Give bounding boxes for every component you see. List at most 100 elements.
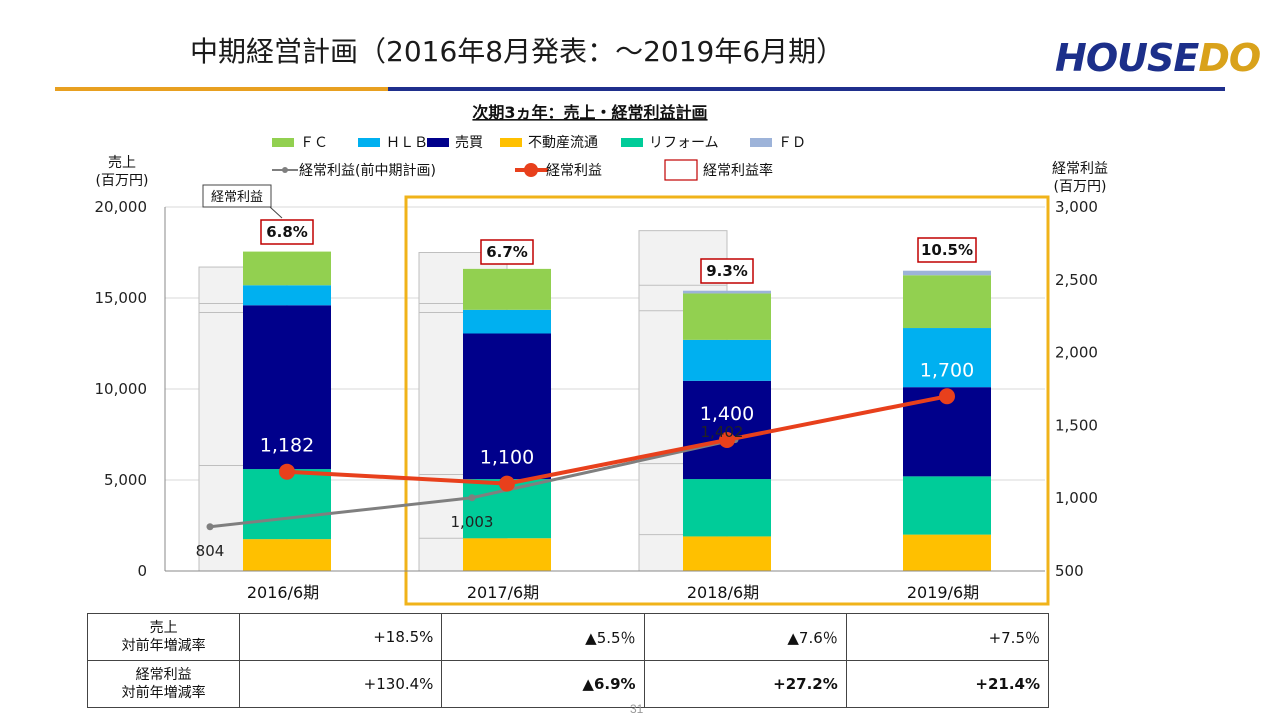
profit-plan-point — [468, 494, 476, 502]
row-header: 売上 対前年増減率 — [86, 613, 241, 661]
table-row: 経常利益 対前年増減率 +130.4% ▲6.9% +27.2% +21.4% — [86, 660, 1050, 708]
bar-HLB — [683, 339, 771, 381]
category-label: 2018/6期 — [687, 583, 759, 602]
legend-label-reform: リフォーム — [649, 135, 719, 151]
legend-swatch-FC — [272, 138, 294, 147]
right-tick-label: 3,000 — [1055, 198, 1098, 216]
profit-point — [939, 388, 955, 405]
row-header-line: 対前年増減率 — [121, 685, 206, 701]
legend-swatch-real_estate — [500, 138, 522, 147]
bar-reform — [683, 479, 771, 537]
bar-FC — [683, 293, 771, 340]
row-header: 経常利益対前年増減率 — [86, 660, 241, 708]
profit-lines — [206, 388, 955, 531]
page-title: 中期経営計画（2016年8月発表：～2019年6月期） — [190, 35, 845, 68]
margin-label: 6.7% — [486, 243, 528, 261]
right-tick-label: 2,500 — [1055, 271, 1098, 289]
legend-label-real_estate: 不動産流通 — [528, 135, 598, 151]
right-tick-label: 1,500 — [1055, 416, 1098, 434]
table-cell: ▲5.5％ — [441, 613, 645, 661]
bar-FC — [463, 268, 551, 310]
left-tick-label: 5,000 — [104, 471, 147, 489]
legend-plan-label: 経常利益(前中期計画) — [299, 162, 436, 179]
sales-profit-chart: 804 1,003 1,402 1,182 1,100 1,400 1,700 6.8% 6.7… — [95, 103, 1109, 606]
bar-real_estate — [243, 539, 331, 571]
margin-label: 6.8% — [266, 223, 308, 241]
margin-box — [260, 219, 314, 245]
category-label: 2019/6期 — [907, 583, 979, 602]
margin-label: 9.3% — [706, 262, 748, 280]
table-row: 売上 対前年増減率 +18.5% ▲5.5％ ▲7.6％ +7.5％ — [86, 613, 1050, 661]
profit-point — [719, 431, 735, 448]
margin-label: 10.5% — [921, 241, 973, 259]
profit-plan-label: 1,402 — [701, 423, 744, 441]
profit-plan-point — [206, 523, 214, 531]
bar-real_estate — [903, 534, 991, 571]
left-tick-label: 0 — [137, 562, 147, 580]
axes: 0 5,000 10,000 15,000 20,000 500 1,000 1,500 2,0… — [95, 155, 1109, 602]
logo-letters-do: DO — [1198, 36, 1261, 80]
row-header-line: 対前年増減率 — [121, 638, 206, 654]
title-rule-navy — [388, 87, 1225, 91]
legend-plan-marker — [282, 167, 288, 173]
bar-reform — [903, 476, 991, 535]
page-number: 31 — [630, 702, 644, 716]
legend-margin-swatch — [664, 159, 698, 181]
legend-label-sales: 売買 — [455, 135, 483, 151]
table-cell: +18.5% — [239, 613, 443, 661]
legend-swatch-FD — [750, 138, 772, 147]
profit-label: 1,182 — [260, 435, 314, 457]
growth-rate-table: 売上 対前年増減率 +18.5% ▲5.5％ ▲7.6％ +7.5％ 経常利益 対前年増減率 +… — [86, 613, 1050, 708]
bar-HLB — [463, 309, 551, 334]
table-cell: +21.4% — [845, 660, 1050, 708]
right-axis-title: (百万円) — [1054, 179, 1107, 195]
row-header-line: 経常利益 — [135, 667, 192, 683]
table-cell: +130.4% — [239, 660, 443, 708]
bar-sales — [683, 380, 771, 480]
profit-label: 1,400 — [700, 403, 754, 425]
left-tick-label: 20,000 — [95, 198, 148, 216]
legend: ＦＣ ＨＬＢ 売買 不動産流通 リフォーム ＦＤ 経常利益(前中期計画) 経常利益 経常利益率 — [272, 135, 806, 181]
left-tick-label: 10,000 — [95, 380, 148, 398]
profit-line — [286, 394, 948, 486]
bar-reform — [243, 469, 331, 540]
legend-swatch-sales — [427, 138, 449, 147]
bar-FD — [683, 290, 771, 294]
right-axis-title: 経常利益 — [1052, 161, 1108, 177]
bar-sales — [463, 333, 551, 480]
logo-letter-h: H — [1055, 36, 1087, 80]
table-cell: +27.2% — [643, 660, 847, 708]
table-cell: ▲6.9% — [441, 660, 645, 708]
logo-letters-ouse: OUSE — [1085, 36, 1199, 80]
housedo-logo: HOUSEDO — [1055, 36, 1261, 80]
bar-FD — [903, 270, 991, 276]
profit-plan-label: 804 — [196, 542, 225, 560]
legend-label-HLB: ＨＬＢ — [386, 135, 428, 151]
data-labels: 804 1,003 1,402 1,182 1,100 1,400 1,700 6.8% 6.7… — [196, 184, 977, 560]
profit-point — [279, 463, 295, 480]
left-axis-title: 売上 — [108, 155, 136, 171]
left-tick-label: 15,000 — [95, 289, 148, 307]
bar-FC — [903, 275, 991, 329]
bar-real_estate — [683, 536, 771, 571]
plan-highlight-frame — [404, 195, 1050, 606]
bar-sales — [243, 305, 331, 470]
category-label: 2017/6期 — [467, 583, 539, 602]
table-cell: +7.5％ — [845, 613, 1050, 661]
profit-plan-label: 1,003 — [451, 513, 494, 531]
margin-box — [480, 239, 534, 265]
right-tick-label: 500 — [1055, 562, 1084, 580]
callout-pointer — [269, 206, 283, 219]
profit-point — [499, 475, 515, 492]
legend-swatch-HLB — [358, 138, 380, 147]
legend-margin-label: 経常利益率 — [703, 162, 773, 179]
legend-label-FC: ＦＣ — [300, 135, 328, 151]
bar-FC — [243, 251, 331, 286]
bar-real_estate — [463, 538, 551, 571]
title-rule-orange — [55, 87, 388, 91]
chart-title: 次期3ヵ年：売上・経常利益計画 — [472, 103, 707, 122]
legend-label-FD: ＦＤ — [778, 135, 806, 151]
profit-label: 1,700 — [920, 359, 974, 381]
category-label: 2016/6期 — [247, 583, 319, 602]
callout-text: 経常利益 — [211, 190, 263, 205]
